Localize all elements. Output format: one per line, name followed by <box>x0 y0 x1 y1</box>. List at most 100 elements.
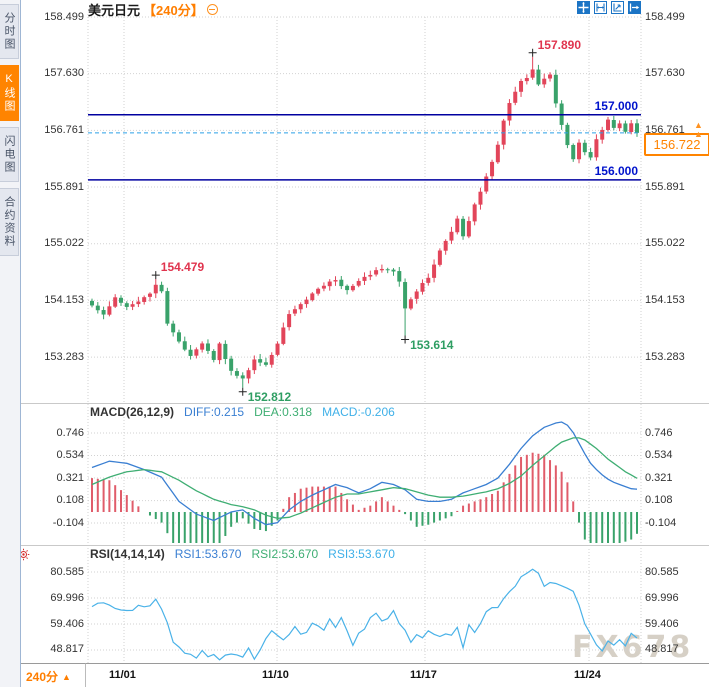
candle-body <box>281 327 286 344</box>
macd-diff-line <box>91 421 638 526</box>
fit-range-icon[interactable] <box>594 1 607 14</box>
y-axis-label: 0.534 <box>56 448 84 461</box>
candle-body <box>252 359 257 371</box>
candle-body <box>310 293 315 301</box>
current-price-value: 156.722 <box>653 137 701 152</box>
rsi3-value: RSI3:53.670 <box>328 547 395 561</box>
y-axis-label: 153.283 <box>645 350 685 363</box>
rsi-params: RSI(14,14,14) <box>90 547 165 561</box>
candle-body <box>397 271 402 282</box>
chart-toolbar <box>577 1 641 14</box>
y-axis-label: 0.108 <box>56 494 84 507</box>
candle-body <box>113 297 118 307</box>
price-marker-label: 157.890 <box>537 37 582 52</box>
y-axis-label: 158.499 <box>44 10 84 23</box>
macd-params: MACD(26,12,9) <box>90 405 175 419</box>
candle-body <box>223 343 228 360</box>
y-axis-label: 0.108 <box>645 494 673 507</box>
candle-body <box>461 218 466 237</box>
y-axis-label: 154.153 <box>44 293 84 306</box>
candle-body <box>263 362 268 365</box>
candle-body <box>269 354 274 365</box>
x-axis-date-label: 11/24 <box>574 669 601 681</box>
macd-header: MACD(26,12,9) DIFF:0.215 DEA:0.318 MACD:… <box>90 405 395 419</box>
candle-body <box>565 124 570 146</box>
candle-body <box>194 349 199 356</box>
candle-body <box>321 285 326 289</box>
candle-body <box>229 358 234 371</box>
y-axis-label: 155.022 <box>645 237 685 250</box>
marker-cross-icon <box>151 271 160 280</box>
candle-body <box>403 282 408 309</box>
candle-body <box>577 142 582 160</box>
sidebar-tab-2[interactable]: K线图 <box>0 65 19 121</box>
current-price-box: 156.722 <box>644 133 709 156</box>
candle-body <box>147 293 152 297</box>
candle-body <box>495 144 500 163</box>
candle-body <box>275 343 280 355</box>
crosshair-icon[interactable] <box>577 1 590 14</box>
candle-body <box>130 304 135 307</box>
y-axis-label: 59.406 <box>645 617 679 630</box>
exit-icon[interactable] <box>628 1 641 14</box>
candle-body <box>217 343 222 361</box>
level-label: 157.000 <box>594 98 638 113</box>
candle-body <box>287 314 292 328</box>
candle-body <box>548 74 553 79</box>
candle-body <box>437 250 442 265</box>
candle-body <box>606 119 611 131</box>
candle-body <box>362 276 367 281</box>
interval-selector[interactable]: 240分 ▲ <box>26 668 71 685</box>
candle-body <box>432 264 437 278</box>
candle-body <box>513 91 518 103</box>
candle-body <box>536 69 541 85</box>
macd-dea-value: DEA:0.318 <box>254 405 313 419</box>
chart-title-row: 美元日元 【240分】 <box>88 0 218 19</box>
candle-body <box>466 221 471 237</box>
y-axis-label: 0.321 <box>56 471 84 484</box>
y-axis-label: 69.996 <box>50 591 84 604</box>
candle-body <box>298 304 303 310</box>
candle-body <box>542 78 547 85</box>
marker-cross-icon <box>401 335 410 344</box>
y-axis-label: 153.283 <box>44 350 84 363</box>
macd-value: MACD:-0.206 <box>322 405 395 419</box>
x-axis-date-label: 11/17 <box>410 669 437 681</box>
level-label: 156.000 <box>594 163 638 178</box>
candle-body <box>153 284 158 294</box>
candle-body <box>333 280 338 282</box>
candle-body <box>374 270 379 275</box>
candle-body <box>165 291 170 324</box>
candle-body <box>350 285 355 291</box>
price-marker-label: 153.614 <box>410 337 454 352</box>
sidebar: 分时图 K线图闪电图合约资料 <box>0 0 21 687</box>
y-axis-label: 155.891 <box>44 180 84 193</box>
candle-body <box>490 161 495 177</box>
candle-body <box>455 218 460 233</box>
candle-body <box>246 370 251 379</box>
interval-tag: 【240分】 <box>143 3 204 18</box>
candle-body <box>507 103 512 121</box>
candle-body <box>623 123 628 132</box>
sidebar-tab-3[interactable]: 闪电图 <box>0 127 19 182</box>
candle-body <box>617 123 622 129</box>
sidebar-tab-4[interactable]: 合约资料 <box>0 188 19 256</box>
y-axis-label: 157.630 <box>645 67 685 80</box>
x-axis-date-label: 11/01 <box>109 669 136 681</box>
collapse-circle-icon[interactable] <box>206 4 218 15</box>
candle-body <box>530 69 535 78</box>
axis-scale-icon[interactable] <box>611 1 624 14</box>
candle-body <box>600 129 605 140</box>
candle-body <box>205 343 210 351</box>
candle-body <box>118 297 123 303</box>
rsi-header: RSI(14,14,14) RSI1:53.670 RSI2:53.670 RS… <box>90 547 395 561</box>
y-axis-label: 155.022 <box>44 237 84 250</box>
sidebar-tab-1[interactable]: 分时图 <box>0 4 19 59</box>
candle-body <box>553 74 558 104</box>
candle-body <box>524 78 529 82</box>
y-axis-label: 0.746 <box>645 426 673 439</box>
candle-body <box>426 277 431 283</box>
macd-dea-line <box>91 437 638 520</box>
candle-body <box>95 305 100 311</box>
